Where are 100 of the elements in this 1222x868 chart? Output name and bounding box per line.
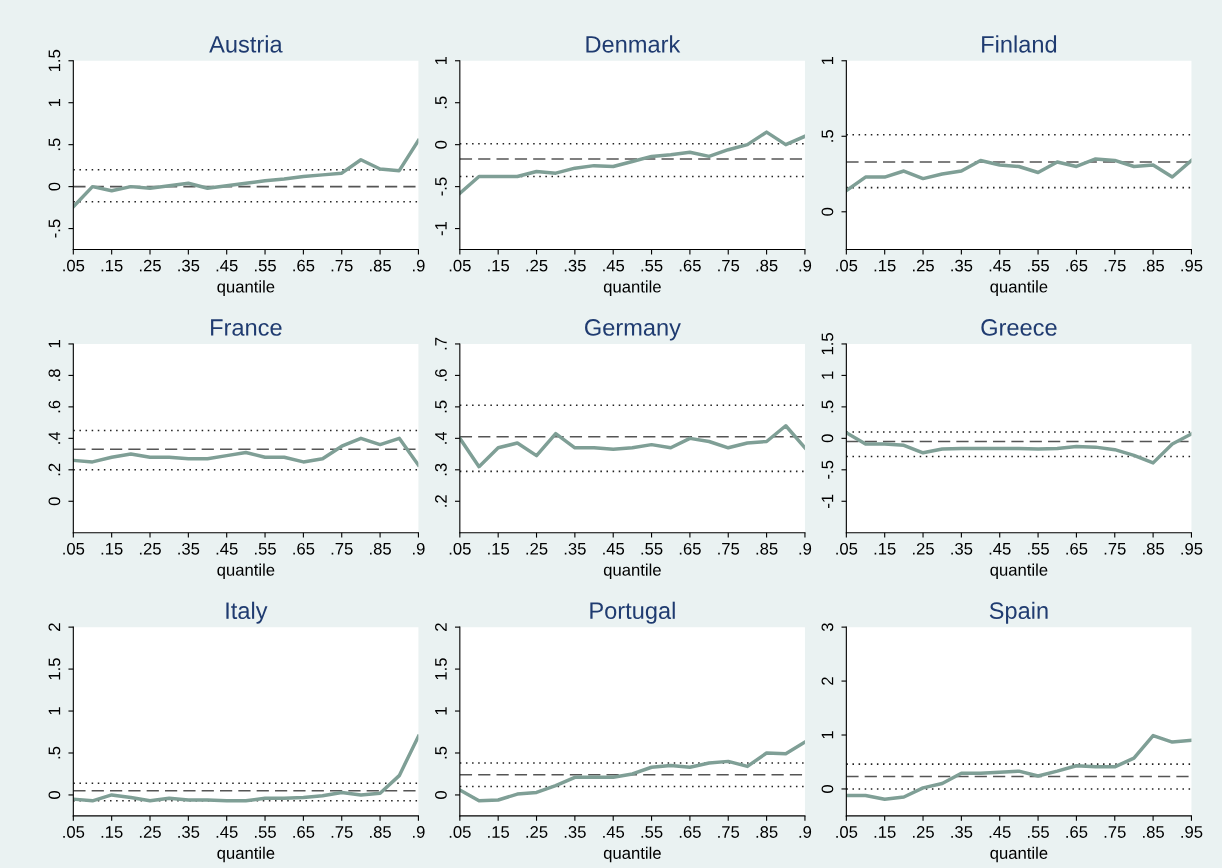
line-series [846,157,1192,193]
chart-title: Finland [982,35,1057,53]
x-tick-label: .9 [412,542,425,555]
x-tick-label: .75 [331,259,353,272]
y-tick-label: 0 [48,182,61,191]
chart-title: France [211,319,282,336]
y-tick-label: -.5 [435,177,447,196]
x-tick-label: .85 [756,826,778,838]
y-tick-label: 2 [48,623,61,631]
x-tick-label: .25 [526,542,548,555]
x-tick-label: .85 [756,259,778,272]
y-tick-label: -1 [821,494,834,508]
x-tick-label: .75 [331,543,353,555]
x-tick-label: .75 [718,826,740,838]
y-tick-label: 1.5 [821,333,834,355]
y-tick-label: 0 [48,497,61,506]
x-tick-label: .75 [1104,826,1126,838]
y-tick-label: .5 [821,400,834,413]
chart-title: Italy [226,601,268,624]
x-tick-label: .35 [564,826,586,838]
x-tick-label: .85 [370,259,391,272]
y-tick-label: 1 [821,731,834,739]
y-tick-label: 0 [435,790,447,799]
x-tick-label: .15 [488,826,510,838]
y-tick-label: 1.5 [48,49,61,72]
x-tick-label: .05 [836,826,858,838]
y-tick-label: .2 [435,495,447,507]
x-tick-label: .05 [836,542,858,555]
y-tick-label: .4 [435,431,447,444]
y-tick-label: 2 [821,677,834,685]
line-series [73,436,419,467]
x-tick-label: .65 [679,826,701,838]
x-tick-label: .55 [1028,543,1049,555]
x-tick-label: .65 [1066,826,1088,838]
x-tick-label: .25 [526,826,548,838]
x-tick-label: .45 [216,259,238,272]
x-axis-title: quantile [603,563,661,580]
x-tick-label: .65 [679,542,701,555]
x-tick-label: .25 [912,542,934,555]
x-tick-label: .45 [989,826,1011,838]
y-tick-label: .5 [435,96,447,109]
x-axis-title: quantile [603,846,661,863]
chart-title: Spain [989,601,1048,624]
x-axis-title: quantile [603,280,661,296]
x-tick-label: .9 [799,826,812,838]
x-tick-label: .55 [254,826,276,838]
x-tick-label: .9 [799,259,812,272]
chart-title: Germany [585,319,681,341]
y-tick-label: .2 [48,463,61,476]
x-tick-label: .05 [449,826,471,838]
y-tick-label: .3 [435,463,447,476]
line-series [459,424,805,469]
x-tick-label: .05 [63,259,85,272]
x-tick-label: .15 [488,259,510,272]
x-tick-label: .45 [603,543,625,555]
x-tick-label: .95 [1181,259,1203,272]
line-series [459,740,805,803]
x-tick-label: .45 [216,543,238,555]
x-tick-label: .05 [63,542,85,555]
line-series [73,734,419,803]
y-tick-label: 3 [821,623,834,632]
x-tick-label: .75 [331,826,353,838]
y-tick-label: 0 [821,207,834,216]
y-tick-label: 1 [821,56,834,65]
line-series [846,430,1192,465]
x-tick-label: .75 [1104,259,1126,272]
y-tick-label: 1 [48,340,61,348]
line-series [73,138,419,209]
x-tick-label: .55 [1028,259,1049,272]
x-tick-label: .05 [449,542,471,555]
y-tick-label: .6 [435,369,447,381]
x-tick-label: .9 [412,826,425,838]
x-tick-label: .15 [101,826,123,838]
x-tick-label: .95 [1181,826,1203,838]
y-tick-label: -.5 [821,460,834,479]
x-tick-label: .65 [1066,542,1088,555]
x-tick-label: .55 [254,259,276,272]
x-tick-label: .35 [951,826,973,838]
x-tick-label: .65 [1066,259,1088,272]
x-tick-label: .45 [216,826,238,838]
x-tick-label: .55 [254,543,276,555]
line-series [846,733,1192,801]
x-tick-label: .25 [912,259,934,272]
line-series [459,130,805,196]
y-tick-label: .5 [435,400,447,413]
x-tick-label: .15 [874,826,896,838]
x-tick-label: .55 [1028,826,1049,838]
y-tick-label: .7 [435,337,447,350]
y-tick-label: 1.5 [435,658,447,680]
x-tick-label: .9 [799,542,812,555]
y-tick-label: .8 [48,369,61,381]
x-tick-label: .9 [412,259,425,272]
x-tick-label: .15 [874,543,896,555]
y-tick-label: -1 [435,221,447,236]
x-axis-title: quantile [217,846,275,863]
y-tick-label: 0 [435,140,447,149]
x-tick-label: .35 [951,542,973,555]
x-tick-label: .75 [1104,543,1126,555]
chart-title: Denmark [586,35,681,53]
y-tick-label: 0 [821,434,834,443]
